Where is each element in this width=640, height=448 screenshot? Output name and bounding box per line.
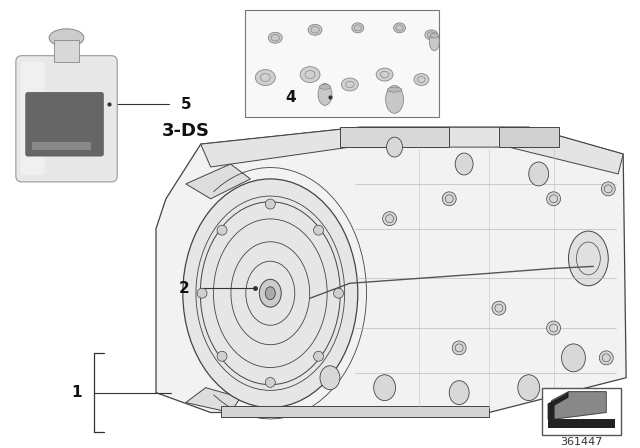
Circle shape: [383, 212, 397, 226]
Polygon shape: [548, 392, 568, 419]
Ellipse shape: [449, 381, 469, 405]
Polygon shape: [221, 405, 489, 418]
Ellipse shape: [341, 78, 358, 91]
Ellipse shape: [425, 30, 438, 40]
Polygon shape: [340, 127, 449, 147]
Polygon shape: [499, 127, 559, 147]
Circle shape: [217, 351, 227, 361]
Ellipse shape: [255, 69, 275, 86]
Polygon shape: [246, 10, 439, 117]
Circle shape: [197, 288, 207, 298]
Ellipse shape: [319, 84, 330, 89]
Ellipse shape: [49, 29, 84, 47]
Ellipse shape: [259, 279, 281, 307]
Circle shape: [266, 199, 275, 209]
Circle shape: [217, 225, 227, 235]
Text: 361447: 361447: [560, 437, 603, 448]
Circle shape: [314, 351, 323, 361]
Ellipse shape: [430, 33, 438, 38]
Ellipse shape: [394, 23, 406, 33]
FancyBboxPatch shape: [26, 92, 103, 156]
Ellipse shape: [268, 32, 282, 43]
Ellipse shape: [455, 153, 473, 175]
Bar: [548, 419, 615, 428]
Ellipse shape: [561, 344, 586, 372]
Ellipse shape: [387, 137, 403, 157]
Ellipse shape: [266, 287, 275, 300]
Ellipse shape: [518, 375, 540, 401]
Circle shape: [547, 192, 561, 206]
Circle shape: [266, 377, 275, 388]
FancyBboxPatch shape: [16, 56, 117, 182]
Polygon shape: [186, 388, 241, 413]
Ellipse shape: [414, 73, 429, 86]
Ellipse shape: [529, 162, 548, 186]
Circle shape: [314, 225, 323, 235]
Bar: [54, 40, 79, 62]
Ellipse shape: [300, 67, 320, 82]
Text: 1: 1: [71, 385, 82, 400]
Polygon shape: [201, 127, 623, 174]
Polygon shape: [156, 127, 626, 413]
Polygon shape: [186, 164, 250, 199]
Bar: [32, 142, 92, 150]
Ellipse shape: [387, 87, 402, 92]
Circle shape: [442, 192, 456, 206]
Circle shape: [602, 182, 615, 196]
Ellipse shape: [568, 231, 608, 286]
Text: 5: 5: [180, 97, 191, 112]
Ellipse shape: [183, 179, 358, 408]
Circle shape: [547, 321, 561, 335]
Circle shape: [599, 351, 613, 365]
Ellipse shape: [308, 24, 322, 35]
Ellipse shape: [318, 83, 332, 105]
Ellipse shape: [386, 86, 403, 113]
Ellipse shape: [374, 375, 396, 401]
Circle shape: [492, 301, 506, 315]
Ellipse shape: [376, 68, 393, 81]
Text: 4: 4: [285, 90, 296, 105]
Text: 3-DS: 3-DS: [162, 122, 210, 140]
Circle shape: [452, 341, 466, 355]
Ellipse shape: [429, 33, 439, 51]
Ellipse shape: [352, 23, 364, 33]
Circle shape: [333, 288, 344, 298]
Text: 2: 2: [179, 281, 189, 296]
Polygon shape: [552, 392, 606, 419]
Bar: [541, 388, 621, 435]
FancyBboxPatch shape: [21, 62, 45, 175]
Ellipse shape: [320, 366, 340, 390]
